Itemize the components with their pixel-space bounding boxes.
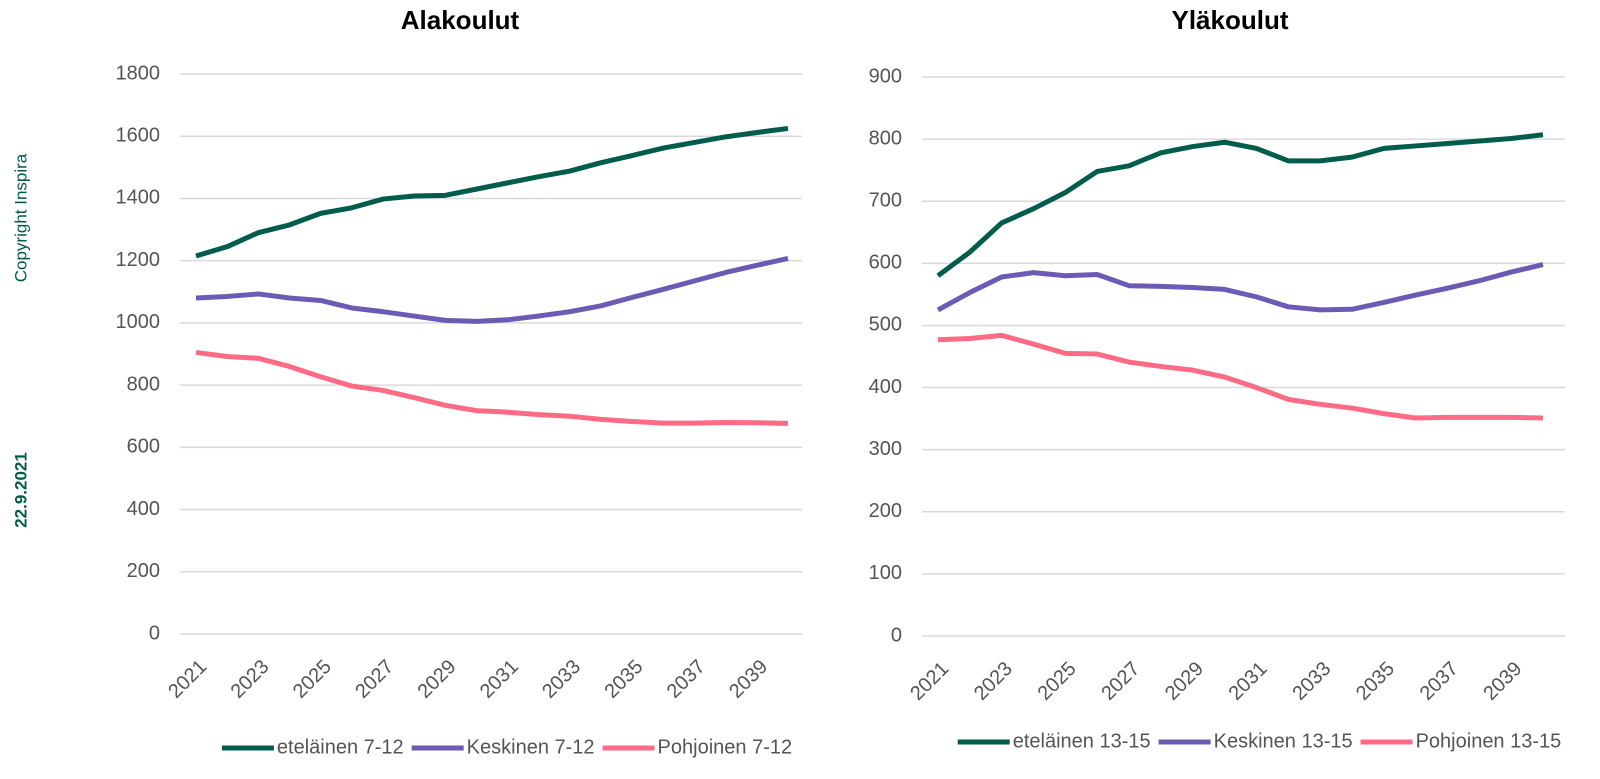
chart-title: Yläkoulut — [1171, 5, 1288, 35]
x-tick-label: 2021 — [906, 658, 953, 705]
line — [195, 349, 789, 426]
chart-title: Alakoulut — [401, 5, 520, 35]
y-tick-label: 600 — [127, 436, 160, 458]
x-tick-label: 2037 — [663, 656, 710, 703]
y-tick-label: 200 — [127, 560, 160, 582]
y-tick-label: 200 — [869, 500, 902, 522]
legend-label: Pohjoinen 13-15 — [1416, 730, 1562, 752]
y-tick-label: 1400 — [116, 187, 161, 209]
y-tick-label: 0 — [149, 622, 160, 644]
x-tick-label: 2031 — [1225, 658, 1272, 705]
x-tick-label: 2031 — [476, 656, 523, 703]
y-tick-label: 1800 — [116, 62, 161, 84]
x-tick-label: 2021 — [164, 656, 211, 703]
x-tick-label: 2023 — [970, 658, 1017, 705]
y-tick-label: 400 — [869, 376, 902, 398]
x-tick-label: 2027 — [351, 656, 398, 703]
legend-label: Keskinen 7-12 — [467, 736, 595, 758]
y-tick-label: 600 — [869, 252, 902, 274]
legend-label: eteläinen 13-15 — [1013, 730, 1151, 752]
y-tick-label: 1200 — [116, 249, 161, 271]
line — [936, 262, 1544, 313]
line — [936, 132, 1544, 278]
y-tick-label: 1600 — [116, 125, 161, 147]
date: 22.9.2021 — [11, 452, 30, 528]
y-tick-label: 0 — [891, 624, 902, 646]
y-tick-label: 800 — [869, 127, 902, 149]
y-tick-label: 300 — [869, 438, 902, 460]
x-tick-label: 2039 — [1479, 658, 1526, 705]
x-tick-label: 2029 — [1161, 658, 1208, 705]
x-tick-label: 2027 — [1097, 658, 1144, 705]
x-tick-label: 2033 — [1288, 658, 1335, 705]
y-tick-label: 700 — [869, 190, 902, 212]
legend-label: Keskinen 13-15 — [1214, 730, 1353, 752]
y-tick-label: 900 — [869, 65, 902, 87]
x-tick-label: 2039 — [725, 656, 772, 703]
x-tick-label: 2035 — [600, 656, 647, 703]
line — [937, 332, 1544, 421]
copyright: Copyright Inspira — [11, 153, 30, 282]
y-tick-label: 500 — [869, 314, 902, 336]
line — [195, 125, 789, 259]
y-tick-label: 400 — [127, 498, 160, 520]
line — [195, 256, 789, 324]
x-tick-label: 2035 — [1352, 658, 1399, 705]
y-tick-label: 100 — [869, 562, 902, 584]
x-tick-label: 2025 — [1034, 658, 1081, 705]
x-tick-label: 2037 — [1416, 658, 1463, 705]
legend-label: Pohjoinen 7-12 — [658, 736, 793, 758]
legend-label: eteläinen 7-12 — [277, 736, 404, 758]
y-tick-label: 1000 — [116, 311, 161, 333]
x-tick-label: 2025 — [289, 656, 336, 703]
x-tick-label: 2033 — [538, 656, 585, 703]
x-tick-label: 2029 — [414, 656, 461, 703]
x-tick-label: 2023 — [227, 656, 274, 703]
y-tick-label: 800 — [127, 373, 160, 395]
